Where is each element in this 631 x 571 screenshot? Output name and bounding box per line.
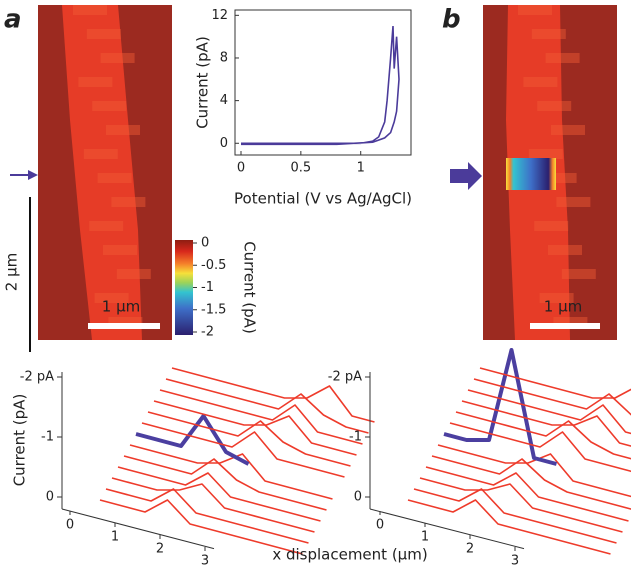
current-trace — [407, 499, 611, 555]
x-axis — [369, 508, 525, 550]
panel-label: a — [4, 5, 22, 35]
wire-stripe — [62, 5, 142, 340]
y-tick-label: 0 — [354, 490, 362, 505]
current-trace — [159, 389, 363, 445]
stripe-texture — [537, 101, 572, 111]
stripe-texture — [539, 293, 574, 303]
stripe-texture — [542, 173, 577, 183]
stripe-texture — [551, 125, 585, 135]
y-tick-label: -1 — [349, 430, 362, 445]
stripe-texture — [92, 101, 127, 111]
current-trace — [129, 444, 333, 500]
stripe-texture — [116, 269, 151, 279]
stripe-texture — [531, 29, 566, 39]
x-tick-label: 1 — [421, 530, 429, 545]
stripe-texture — [518, 5, 552, 15]
colorbar-tick-label: -2 — [201, 325, 214, 340]
x-tick-label: 3 — [201, 554, 209, 569]
current-trace — [153, 400, 357, 456]
current-trace — [443, 348, 558, 466]
current-trace — [99, 499, 303, 555]
current-trace — [105, 488, 309, 544]
stripe-texture — [556, 197, 591, 207]
y-axis-label: Current (pA) — [194, 36, 212, 129]
current-trace — [425, 466, 629, 522]
current-patch — [506, 158, 556, 190]
stripe-texture — [89, 221, 124, 231]
x-axis — [61, 508, 215, 550]
x-tick-label: 0 — [237, 161, 245, 176]
current-trace — [135, 414, 250, 466]
current-trace — [141, 422, 345, 478]
stripe-texture — [78, 77, 113, 87]
stripe-texture — [534, 221, 569, 231]
stripe-texture — [97, 173, 132, 183]
y-tick-label: 0 — [46, 490, 54, 505]
x-tick-label: 1 — [111, 530, 119, 545]
stripe-texture — [561, 269, 596, 279]
stripe-texture — [528, 149, 563, 159]
x-tick-label: 2 — [156, 542, 164, 557]
plot-frame — [234, 9, 412, 156]
y-tick-label: -2 pA — [20, 370, 54, 385]
scale-bar-label: 2 μm — [3, 253, 21, 291]
panel-label: b — [442, 5, 461, 35]
x-tick-label: 0.5 — [291, 161, 312, 176]
colorbar-label: Current (pA) — [241, 241, 259, 334]
current-trace — [431, 455, 631, 510]
current-trace — [419, 477, 623, 533]
current-trace — [479, 367, 631, 399]
stripe-texture — [103, 245, 137, 255]
colorbar-tick-label: -1 — [201, 280, 214, 295]
current-trace — [165, 378, 369, 434]
current-trace — [455, 411, 631, 460]
x-axis-label: Potential (V vs Ag/AgCl) — [234, 190, 412, 208]
y-tick-label: 0 — [220, 136, 228, 151]
stripe-texture — [545, 53, 580, 63]
current-trace — [111, 477, 315, 533]
stripe-texture — [553, 317, 588, 327]
cv-curve — [241, 25, 400, 146]
current-trace — [467, 389, 631, 435]
y-tick-label: -1 — [41, 430, 54, 445]
colorbar-tick-label: -1.5 — [201, 302, 226, 317]
scale-bar-label: 1 μm — [102, 298, 140, 316]
current-trace — [449, 422, 631, 473]
colorbar-tick-label: 0 — [201, 236, 209, 251]
stripe-texture — [73, 5, 107, 15]
stripe-texture — [94, 293, 129, 303]
stripe-texture — [548, 245, 582, 255]
current-trace — [147, 411, 351, 467]
colorbar-tick-label: -0.5 — [201, 258, 226, 273]
stripe-texture — [86, 29, 121, 39]
scale-bar-label: 1 μm — [544, 298, 582, 316]
stripe-texture — [108, 317, 143, 327]
x-tick-label: 2 — [466, 542, 474, 557]
colorbar — [175, 240, 193, 335]
current-trace — [413, 488, 617, 544]
x-tick-label: 0 — [66, 518, 74, 533]
current-trace — [117, 466, 321, 522]
y-axis-label: Current (pA) — [11, 394, 29, 487]
y-tick-label: -2 pA — [328, 370, 362, 385]
stripe-texture — [523, 77, 558, 87]
stripe-texture — [111, 197, 146, 207]
arrow-head — [28, 170, 38, 180]
x-axis-label: x displacement (μm) — [272, 546, 427, 564]
current-trace — [473, 378, 631, 416]
stripe-texture — [106, 125, 140, 135]
stripe-texture — [83, 149, 118, 159]
current-trace — [123, 455, 327, 511]
x-tick-label: 3 — [511, 554, 519, 569]
y-tick-label: 12 — [211, 8, 228, 23]
y-tick-label: 4 — [220, 93, 228, 108]
y-tick-label: 8 — [220, 50, 228, 65]
current-trace — [171, 367, 375, 423]
x-tick-label: 0 — [376, 518, 384, 533]
arrow — [450, 162, 482, 190]
x-tick-label: 1 — [357, 161, 365, 176]
stripe-texture — [100, 53, 135, 63]
